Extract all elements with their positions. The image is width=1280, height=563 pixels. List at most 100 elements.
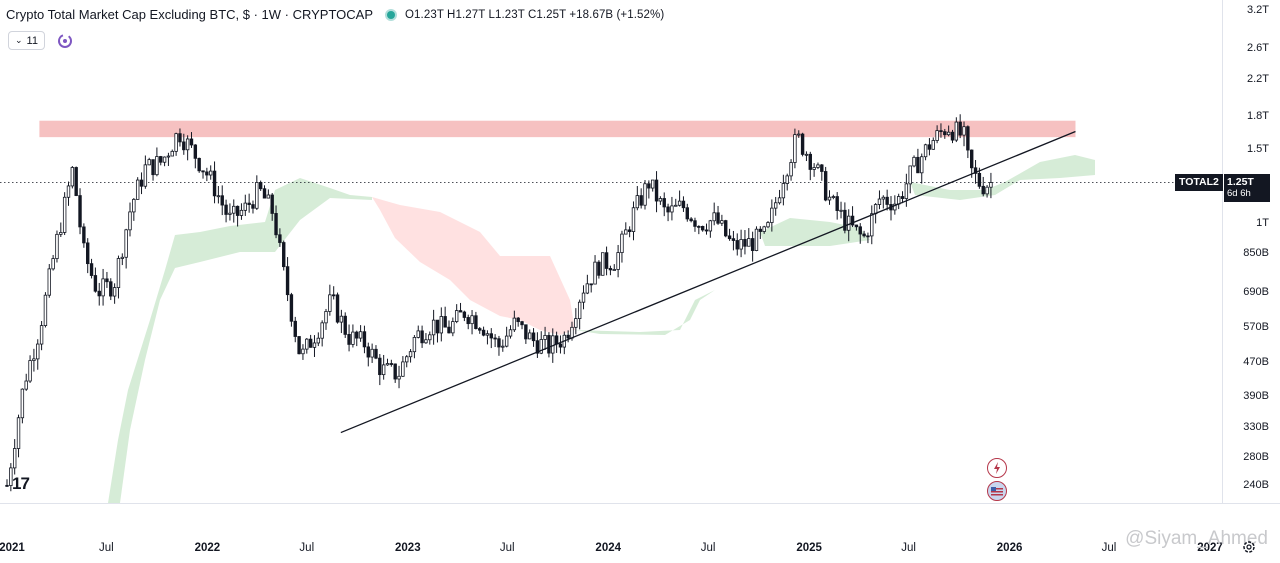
candle	[816, 162, 820, 170]
candle	[266, 189, 271, 199]
candle	[654, 171, 659, 213]
chevron-down-icon: ⌄	[15, 35, 23, 45]
candle	[989, 172, 993, 199]
candle	[970, 149, 974, 178]
candle	[743, 230, 747, 255]
candle	[785, 173, 789, 191]
candle	[681, 196, 686, 212]
candle	[43, 292, 48, 328]
candle	[70, 165, 75, 189]
candle	[589, 283, 593, 293]
candle	[255, 175, 259, 210]
candle	[412, 335, 417, 359]
y-tick-label: 390B	[1243, 390, 1269, 403]
candle	[224, 199, 228, 223]
candle	[59, 222, 63, 238]
candle	[554, 331, 559, 353]
candle	[389, 359, 394, 367]
settings-gear-icon[interactable]	[1242, 540, 1256, 554]
y-tick-label: 470B	[1243, 356, 1269, 368]
candle	[159, 155, 163, 166]
candle	[339, 309, 344, 334]
candle	[466, 314, 470, 330]
candle	[927, 138, 932, 156]
candle	[5, 479, 9, 487]
candle	[220, 185, 224, 216]
y-tick-label: 2.2T	[1246, 72, 1269, 85]
candle	[608, 265, 613, 276]
candle	[966, 125, 970, 159]
candle	[631, 201, 636, 241]
candle	[770, 199, 774, 232]
candle	[604, 246, 609, 276]
candle	[797, 130, 801, 138]
candle	[735, 233, 739, 256]
candle	[862, 230, 866, 238]
bar-countdown: 6d 6h	[1227, 188, 1251, 199]
candle	[82, 223, 86, 248]
candle	[931, 137, 935, 150]
candle	[462, 310, 467, 322]
candle	[458, 302, 463, 313]
candle	[270, 192, 274, 221]
candle	[647, 180, 651, 199]
candle	[650, 179, 655, 192]
candle	[677, 190, 682, 207]
x-tick-label: 2025	[796, 542, 822, 554]
y-tick-label: 330B	[1243, 420, 1269, 433]
chart-title: Crypto Total Market Cap Excluding BTC, $…	[6, 7, 374, 22]
y-tick-label: 1.8T	[1246, 109, 1269, 122]
candle	[258, 180, 263, 191]
candle	[908, 165, 912, 194]
candle	[428, 331, 432, 345]
candle	[762, 225, 766, 234]
candle	[962, 121, 966, 147]
candle	[212, 161, 217, 204]
x-tick-label: Jul	[901, 542, 916, 554]
chart-area[interactable]	[0, 0, 1222, 503]
price-axis[interactable]: 3.2T 2.6T 2.2T 1.8T 1.5T 1T 850B 690B 570B 470B 39…	[1222, 0, 1280, 503]
us-flag-event-icon[interactable]	[987, 481, 1007, 501]
candle	[474, 311, 478, 330]
tradingview-logo[interactable]: 17	[12, 474, 30, 494]
candle	[401, 356, 405, 377]
candle	[866, 232, 870, 244]
candle	[616, 244, 620, 278]
candle	[178, 128, 182, 147]
price-chart[interactable]	[0, 0, 1222, 503]
candle	[704, 223, 709, 235]
candle	[435, 319, 440, 343]
candle	[228, 203, 232, 221]
y-tick-label: 1T	[1256, 217, 1269, 230]
candle	[831, 194, 836, 200]
candle	[316, 332, 321, 347]
candle	[854, 224, 859, 231]
candle	[843, 202, 847, 234]
ichimoku-cloud-bull	[108, 178, 372, 503]
collapse-indicators-button[interactable]: ⌄ 11	[8, 31, 45, 50]
candle	[708, 219, 713, 238]
candle	[55, 230, 59, 263]
y-tick-label: 850B	[1243, 247, 1269, 260]
candle	[189, 132, 194, 148]
chart-header: Crypto Total Market Cap Excluding BTC, $…	[6, 7, 664, 22]
candle	[358, 325, 363, 342]
cycle-icon[interactable]	[57, 33, 73, 49]
candle	[724, 219, 728, 238]
y-tick-label: 3.2T	[1246, 3, 1269, 16]
x-tick-label: 2026	[996, 542, 1023, 554]
candle	[105, 271, 109, 288]
candle	[528, 329, 532, 340]
event-flash-icon[interactable]	[987, 458, 1007, 478]
candle	[520, 320, 524, 330]
candle	[896, 193, 901, 210]
x-tick-label: 2024	[595, 542, 622, 554]
candle	[662, 192, 666, 217]
time-axis[interactable]: 2021 Jul 2022 Jul 2023 Jul 2024 Jul 2025 Jul 2026 J…	[0, 503, 1280, 563]
candle	[516, 316, 520, 327]
candle	[447, 320, 451, 334]
candle	[923, 143, 928, 161]
resistance-zone	[39, 120, 1076, 138]
candle	[839, 201, 843, 219]
candle	[612, 264, 616, 271]
